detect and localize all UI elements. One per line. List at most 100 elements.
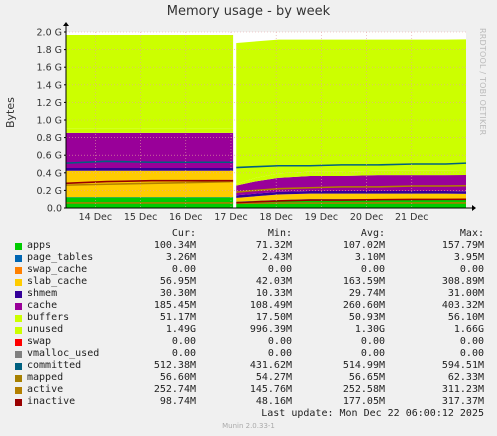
legend-value-min: 0.00 [267,264,292,275]
legend-value-min: 145.76M [249,384,292,395]
legend-label: committed [27,360,82,371]
x-tick-label: 19 Dec [305,212,339,223]
legend-value-avg: 177.05M [342,396,385,407]
legend-header-min: Min: [267,228,292,239]
legend-value-cur: 51.17M [159,312,196,323]
legend-swatch [15,339,22,346]
legend-value-cur: 512.38M [153,360,196,371]
area-shmem-seg1 [66,168,234,171]
x-tick-label: 20 Dec [350,212,384,223]
legend-value-cur: 3.26M [165,252,196,263]
legend-value-min: 10.33M [255,288,292,299]
line-committed-seg2 [235,162,467,169]
legend-value-avg: 0.00 [360,336,385,347]
legend-value-min: 48.16M [255,396,292,407]
line-inactive-seg1 [65,179,234,185]
legend-header-avg: Avg: [360,228,385,239]
legend-value-avg: 29.74M [348,288,385,299]
legend-value-cur: 252.74M [153,384,196,395]
y-tick-label: 2.0 G [37,28,63,39]
y-tick-label: 1.2 G [37,98,63,109]
legend-value-cur: 100.34M [153,240,196,251]
area-unused-seg1 [66,34,234,129]
legend-swatch [15,291,22,298]
y-tick-label: 1.0 G [37,116,63,127]
y-tick-label: 0.2 G [37,186,63,197]
memory-chart: 0.0 0.2 G 0.4 G 0.6 G 0.8 G 1.0 G 1.2 G 1.4 G 1.… [37,22,476,223]
legend-label: shmem [27,288,58,299]
legend-label: swap_cache [27,264,88,275]
y-tick-label: 1.4 G [37,80,63,91]
legend-row-unused: unused 1.49G 996.39M 1.30G 1.66G [0,324,497,336]
legend-row-slab-cache: slab_cache 56.95M 42.03M 163.59M 308.89M [0,276,497,288]
y-tick-label: 1.6 G [37,63,63,74]
area-cache-seg1 [66,132,234,169]
y-axis-arrow [63,22,69,26]
chart-title: Memory usage - by week [166,4,331,19]
y-tick-label: 0.8 G [37,133,63,144]
area-unused-seg2 [235,39,466,184]
legend-value-cur: 0.00 [171,264,196,275]
legend-value-avg: 1.30G [354,324,385,335]
legend-row-mapped: mapped 56.60M 54.27M 56.65M 62.33M [0,372,497,384]
x-tick-label: 14 Dec [79,212,113,223]
last-update: Last update: Mon Dec 22 06:00:12 2025 [261,408,484,419]
legend-value-max: 1.66G [453,324,484,335]
legend-swatch [15,267,22,274]
legend-label: apps [27,240,52,251]
legend-label: vmalloc_used [27,348,100,359]
x-tick-label: 15 Dec [124,212,158,223]
area-buffers-seg2 [235,170,466,186]
legend-value-max: 31.00M [447,288,484,299]
legend-value-cur: 56.95M [159,276,196,287]
x-tick-label: 17 Dec [214,212,248,223]
legend-value-avg: 50.93M [348,312,385,323]
legend-value-cur: 56.60M [159,372,196,383]
legend-row-active: active 252.74M 145.76M 252.58M 311.23M [0,384,497,396]
legend-value-max: 56.10M [447,312,484,323]
legend-value-avg: 56.65M [348,372,385,383]
legend-value-min: 108.49M [249,300,292,311]
y-tick-label: 0.4 G [37,168,63,179]
legend-value-min: 17.50M [255,312,292,323]
legend-row-cache: cache 185.45M 108.49M 260.60M 403.32M [0,300,497,312]
legend-value-min: 431.62M [249,360,292,371]
legend-swatch [15,303,22,310]
area-shmem-seg2 [235,191,466,199]
x-tick-label: 16 Dec [169,212,203,223]
legend-swatch [15,279,22,286]
legend-value-max: 0.00 [459,336,484,347]
legend-value-max: 317.37M [441,396,484,407]
legend-row-committed: committed 512.38M 431.62M 514.99M 594.51M [0,360,497,372]
legend-value-max: 0.00 [459,264,484,275]
legend-swatch [15,375,22,382]
legend-swatch [15,387,22,394]
x-axis-arrow [472,205,476,211]
legend-row-apps: apps 100.34M 71.32M 107.02M 157.79M [0,240,497,252]
legend-value-max: 308.89M [441,276,484,287]
legend-label: inactive [27,396,76,407]
legend-value-max: 311.23M [441,384,484,395]
legend-value-cur: 185.45M [153,300,196,311]
legend-label: mapped [27,372,64,383]
y-tick-label: 0.0 [47,204,62,215]
legend-row-buffers: buffers 51.17M 17.50M 50.93M 56.10M [0,312,497,324]
legend-row-page-tables: page_tables 3.26M 2.43M 3.10M 3.95M [0,252,497,264]
legend-value-avg: 107.02M [342,240,385,251]
line-inactive-seg2 [235,198,467,204]
legend-label: page_tables [27,252,94,263]
y-tick-label: 0.6 G [37,151,63,162]
line-committed-seg1 [65,160,234,164]
legend-row-inactive: inactive 98.74M 48.16M 177.05M 317.37M [0,396,497,408]
legend-row-swap-cache: swap_cache 0.00 0.00 0.00 0.00 [0,264,497,276]
legend-label: slab_cache [27,276,88,287]
legend-label: buffers [27,312,70,323]
area-page-tables-seg2 [235,198,466,202]
legend-header-row: Cur: Min: Avg: Max: [0,228,497,240]
legend-value-min: 0.00 [267,348,292,359]
legend-header-cur: Cur: [171,228,196,239]
legend-value-max: 0.00 [459,348,484,359]
legend-value-avg: 252.58M [342,384,385,395]
legend-swatch [15,327,22,334]
legend-value-min: 54.27M [255,372,292,383]
